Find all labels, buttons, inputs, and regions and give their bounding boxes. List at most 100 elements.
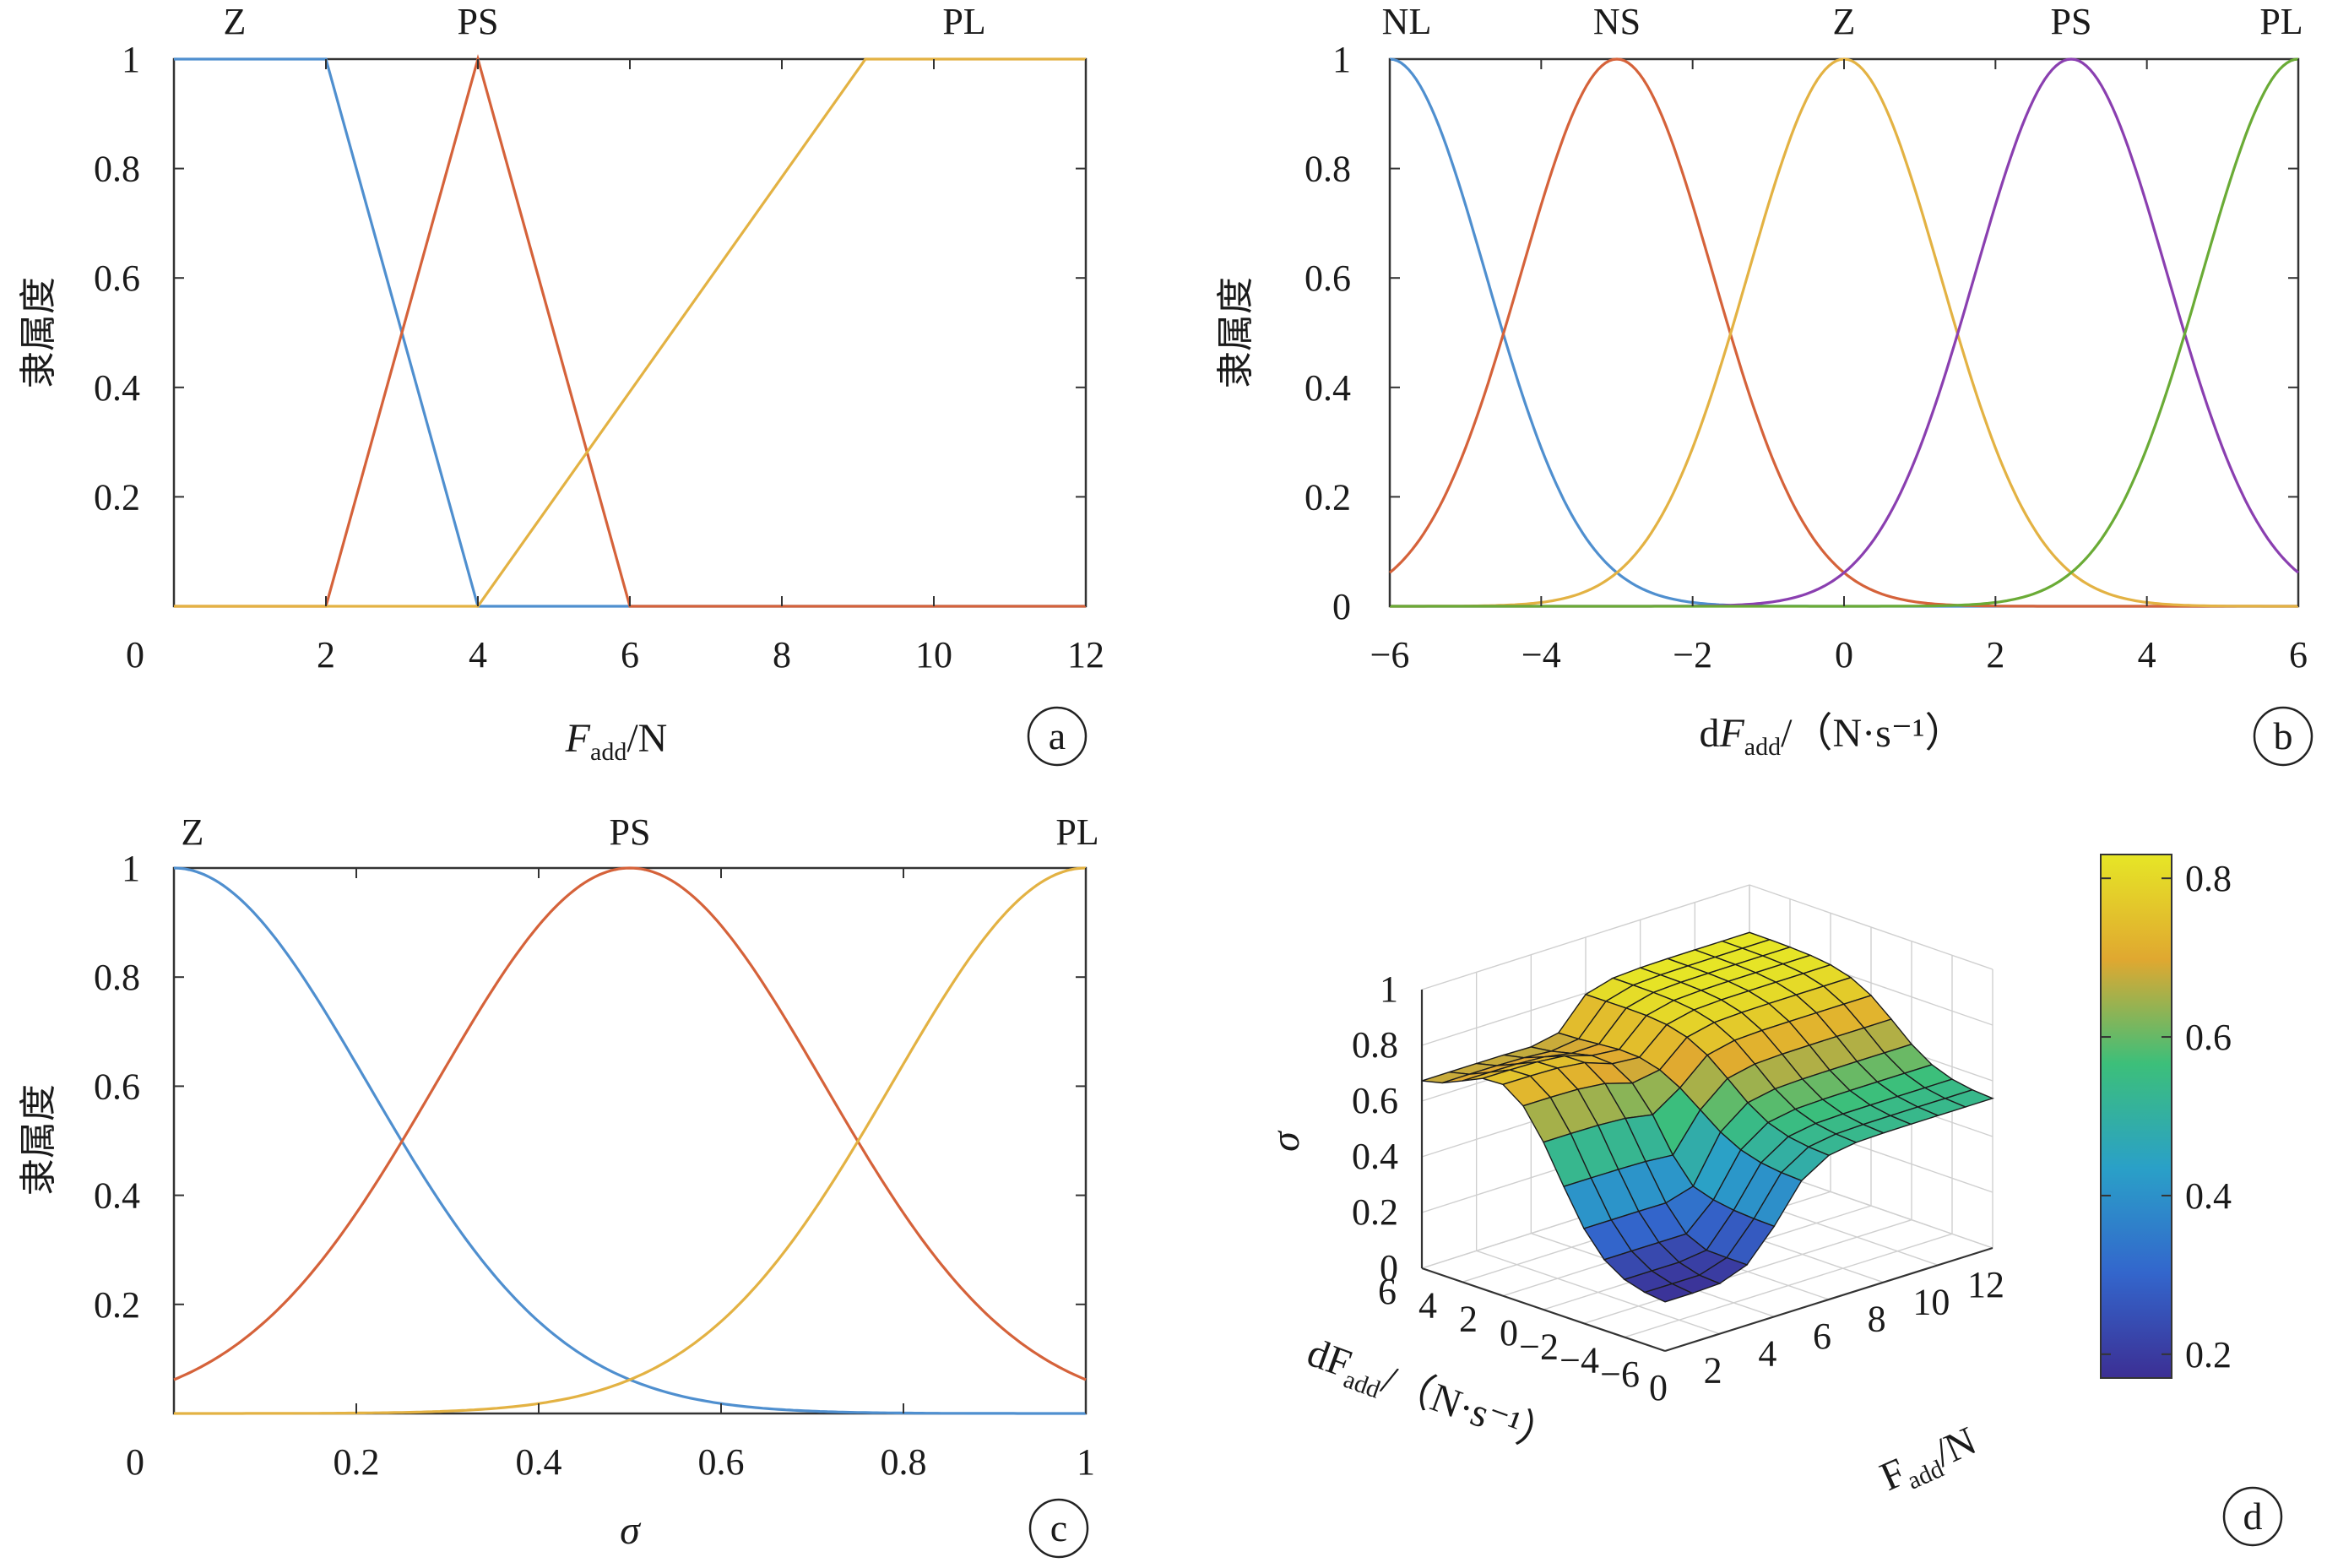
panel-c-curves (173, 866, 1087, 1415)
panel-d-z-tick-label: 0.8 (1352, 1024, 1398, 1066)
panel-b-y-tick-label: 0.2 (1305, 476, 1351, 518)
panel-b-series-pl (1390, 57, 2299, 608)
panel-b-series-nl (1389, 57, 2298, 608)
panel-d-x-tick-label: 10 (1912, 1281, 1950, 1322)
panel-b-y-tick-label: 0.6 (1305, 258, 1351, 299)
panel-b-x-tick-label: 0 (1835, 634, 1853, 675)
panel-a-series-z (174, 57, 1086, 608)
panel-d-axis-line (1421, 1267, 1666, 1353)
panel-d-z-tick-label: 0.2 (1352, 1191, 1398, 1233)
panel-a-x-tick-label: 0 (126, 634, 144, 675)
panel-d-colorbar (2100, 854, 2172, 1379)
panel-c-y-tick-label: 0.2 (94, 1284, 140, 1326)
panel-c-y-tick-label: 0.4 (94, 1175, 140, 1217)
panel-d-letter: d (2243, 1495, 2263, 1538)
panel-a-y-tick-label: 0.6 (94, 258, 140, 299)
panel-d-x-tick-label: 0 (1649, 1367, 1668, 1408)
panel-b-series-ns (1388, 57, 2298, 608)
panel-b-curves (1388, 57, 2300, 608)
panel-d-y-tick-label: 0 (1500, 1312, 1518, 1354)
panel-d-z-label: σ (1263, 1130, 1308, 1152)
panel-c-x-label: σ (620, 1508, 642, 1553)
panel-c-ticks: 0 0.2 0.4 0.6 0.8 1 0.2 0.4 0.6 0.8 1 (94, 848, 1095, 1483)
panel-b-y-tick-label: 0 (1332, 586, 1351, 627)
panel-b-frame (1388, 57, 2300, 608)
panel-a-y-label: 隶属度 (17, 277, 60, 388)
panel-b-series-ps (1390, 57, 2300, 608)
panel-d-y-tick-label: −4 (1559, 1340, 1599, 1381)
panel-d-chart: 00.20.40.60.810 2 4 6 8 10 126 4 2 0 −2 −4 −6 σ Fadd… (1263, 854, 2283, 1547)
panel-a-series-pl (174, 57, 1086, 608)
panel-d-z-tick-label: 0.4 (1352, 1136, 1398, 1177)
panel-a-badge (1027, 706, 1088, 767)
panel-c-membership-labels: Z PS PL (182, 811, 1099, 853)
panel-a-y-tick-label: 0.2 (94, 476, 140, 518)
panel-d-colorbar-tick-label: 0.6 (2185, 1017, 2232, 1058)
panel-a-series-ps (174, 54, 1086, 608)
panel-c-y-label: 隶属度 (17, 1084, 60, 1196)
panel-a-frame (172, 57, 1088, 608)
panel-b-mf-label-z: Z (1833, 1, 1856, 42)
panel-d-colorbar-ticks: 0.8 0.6 0.4 0.2 (2101, 858, 2232, 1375)
panel-a-y-tick-label: 0.4 (94, 367, 140, 409)
panel-d-x-tick-label: 4 (1758, 1332, 1776, 1374)
panel-b-x-tick-label: 4 (2138, 634, 2156, 675)
panel-c-y-tick-label: 1 (122, 848, 140, 889)
panel-a-x-tick-label: 4 (469, 634, 487, 675)
panel-c-y-tick-label: 0.8 (94, 957, 140, 998)
panel-d-axis-line (1664, 1246, 1993, 1353)
panel-b-ticks: −6 −4 −2 0 2 4 6 0 0.2 0.4 0.6 0.8 1 (1305, 39, 2308, 675)
panel-b-mf-label-ps: PS (2051, 1, 2092, 42)
panel-d-y-tick-label: 4 (1418, 1284, 1437, 1326)
panel-b-series-z (1390, 57, 2298, 608)
panel-b-mf-label-nl: NL (1382, 1, 1432, 42)
panel-a-letter: a (1049, 714, 1066, 757)
panel-d-surface-patch (1643, 1283, 1695, 1303)
panel-c-badge (1028, 1498, 1089, 1559)
panel-b-chart: −6 −4 −2 0 2 4 6 0 0.2 0.4 0.6 0.8 1 NL NS Z PS PL 隶属度 d… (1214, 1, 2313, 767)
panel-c-letter: c (1050, 1506, 1067, 1549)
panel-d-x-tick-label: 6 (1813, 1316, 1831, 1357)
panel-a-x-tick-label: 12 (1067, 634, 1104, 675)
panel-a-y-tick-label: 0.8 (94, 149, 140, 190)
panel-b-x-tick-label: −6 (1370, 634, 1410, 675)
panel-c-series-z (173, 866, 1086, 1415)
panel-c-x-tick-label: 0.4 (516, 1441, 562, 1483)
panel-d-y-tick-label: −6 (1600, 1354, 1640, 1395)
panel-b-mf-label-pl: PL (2259, 1, 2303, 42)
panel-b-x-tick-label: 6 (2289, 634, 2308, 675)
panel-d-z-tick-label: 0.6 (1352, 1080, 1398, 1121)
panel-d-x-tick-label: 8 (1868, 1299, 1886, 1340)
panel-b-x-label: dFadd/（N·s⁻¹） (1699, 711, 1965, 761)
panel-a-mf-label-z: Z (224, 1, 247, 42)
panel-c-mf-label-pl: PL (1055, 811, 1098, 853)
panel-d-y-tick-label: 2 (1459, 1299, 1478, 1340)
panel-a-x-label: Fadd/N (565, 716, 668, 766)
panel-a-curves (174, 54, 1086, 608)
panel-b-y-tick-label: 0.4 (1305, 367, 1351, 409)
panel-a-mf-label-ps: PS (458, 1, 499, 42)
panel-a-mf-label-pl: PL (942, 1, 985, 42)
panel-a-chart: 0 2 4 6 8 10 120.20.40.60.81 Z PS PL 隶属度 Fadd/N … (17, 1, 1104, 767)
panel-d-grid-line (1583, 1218, 1912, 1325)
panel-d-colorbar-tick-label: 0.4 (2185, 1175, 2232, 1217)
panel-d-colorbar-tick-label: 0.2 (2185, 1334, 2232, 1375)
panel-d-x-tick-label: 2 (1704, 1350, 1722, 1392)
panel-d-ticks: 00.20.40.60.810 2 4 6 8 10 126 4 2 0 −2 −4 −6 (1352, 968, 2004, 1408)
panel-b-badge (2253, 706, 2313, 767)
panel-d-y-tick-label: −2 (1519, 1326, 1559, 1367)
panel-d-surface (1421, 931, 1995, 1303)
panel-b-x-tick-label: −2 (1673, 634, 1712, 675)
panel-b-letter: b (2274, 714, 2293, 757)
panel-c-frame (172, 866, 1088, 1415)
panel-a-ticks: 0 2 4 6 8 10 12 0.2 0.4 0.6 0.8 1 (94, 39, 1104, 675)
panel-c-x-tick-label: 1 (1077, 1441, 1095, 1483)
panel-d-z-tick-label: 0 (1380, 1247, 1398, 1289)
panel-b-y-tick-label: 0.8 (1305, 149, 1351, 190)
panel-d-grid-line (1624, 1233, 1953, 1338)
panel-d-z-tick-label: 1 (1380, 968, 1398, 1010)
panel-b-y-tick-label: 1 (1332, 39, 1351, 80)
panel-b-membership-labels: NL NS Z PS PL (1382, 1, 2303, 42)
panel-c-chart: 0 0.2 0.4 0.6 0.8 10.20.40.60.81 Z PS PL 隶属度 σ … (17, 811, 1099, 1559)
